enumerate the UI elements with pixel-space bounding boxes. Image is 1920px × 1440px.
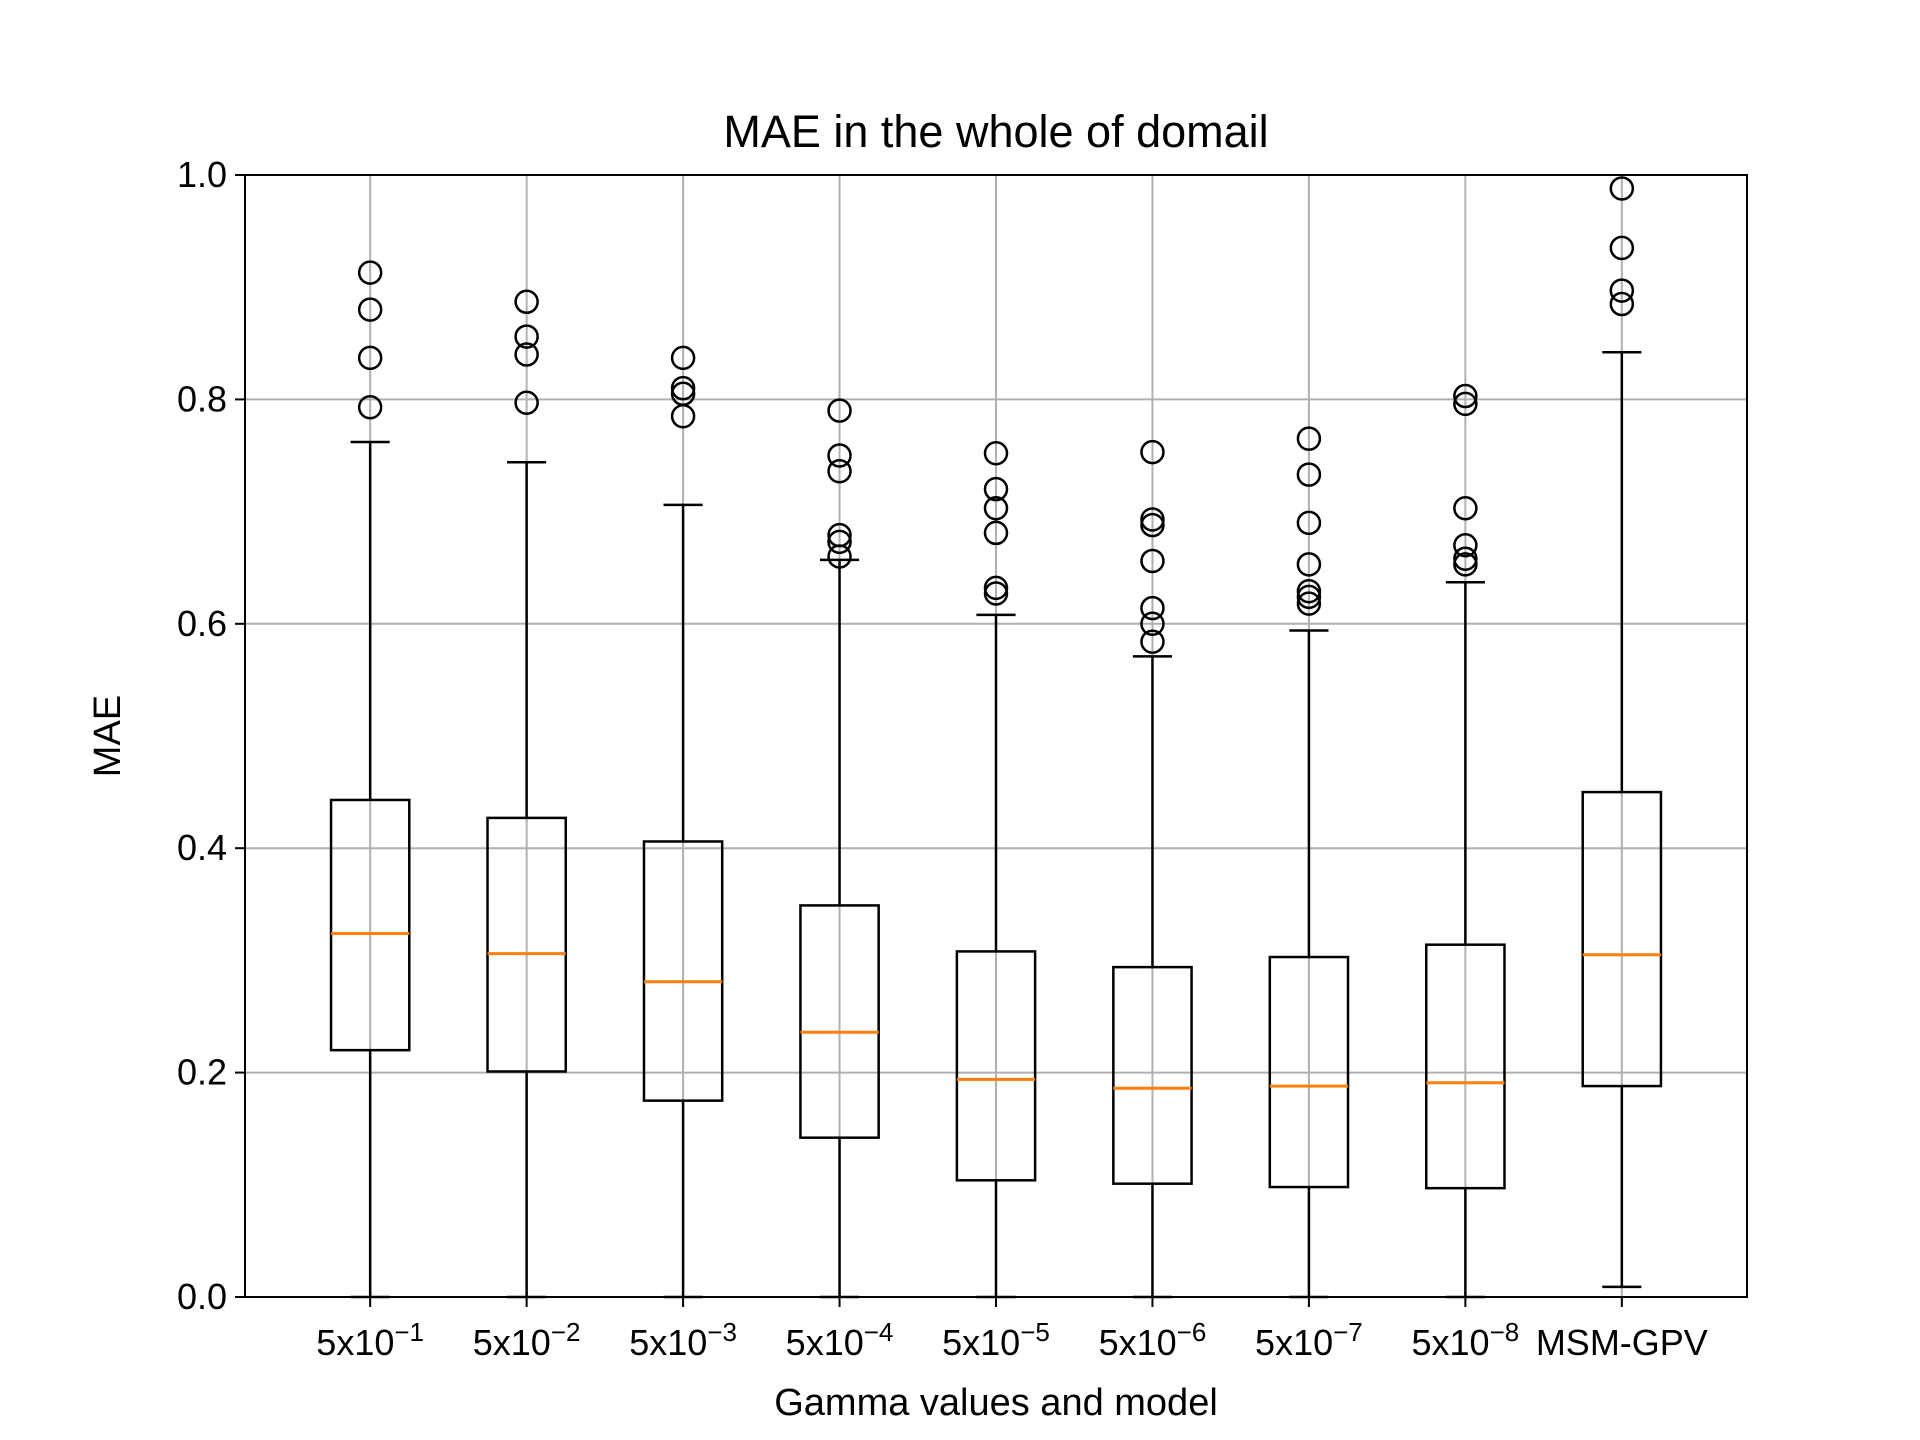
outlier-point bbox=[827, 529, 852, 555]
outlier-point bbox=[1296, 462, 1322, 487]
outlier-point bbox=[1140, 611, 1165, 637]
outlier-point bbox=[1296, 591, 1322, 616]
outlier-point bbox=[983, 476, 1009, 502]
box-iqr bbox=[955, 950, 1037, 1182]
outlier-point bbox=[983, 575, 1009, 601]
outlier-point bbox=[1609, 176, 1635, 201]
outlier-point bbox=[357, 395, 383, 420]
x-tick-label: 5x10−1 bbox=[316, 1317, 424, 1363]
x-tick-label: 5x10−6 bbox=[1099, 1317, 1207, 1363]
outlier-point bbox=[1453, 391, 1478, 417]
outlier-point bbox=[827, 443, 852, 468]
box-iqr bbox=[1112, 965, 1193, 1185]
outlier-point bbox=[1140, 439, 1165, 465]
outlier-point bbox=[1296, 584, 1322, 610]
outlier-point bbox=[670, 375, 696, 401]
outlier-point bbox=[827, 398, 852, 423]
box-iqr bbox=[329, 798, 411, 1052]
outlier-point bbox=[983, 520, 1009, 546]
outlier-point bbox=[1609, 278, 1635, 303]
box-iqr bbox=[799, 904, 880, 1139]
outlier-point bbox=[1296, 426, 1322, 451]
y-tick-label: 1.0 bbox=[177, 154, 227, 195]
outlier-point bbox=[357, 260, 383, 285]
x-tick-label: 5x10−5 bbox=[942, 1317, 1050, 1363]
box-iqr bbox=[642, 840, 724, 1102]
box-iqr bbox=[1425, 943, 1506, 1190]
y-tick-label: 0.0 bbox=[177, 1276, 227, 1317]
y-tick-label: 0.4 bbox=[177, 827, 227, 868]
x-axis-title: Gamma values and model bbox=[774, 1382, 1218, 1424]
outlier-point bbox=[983, 441, 1009, 466]
outlier-point bbox=[983, 495, 1009, 521]
y-tick-label: 0.8 bbox=[177, 378, 227, 419]
outlier-point bbox=[1296, 510, 1322, 536]
outlier-point bbox=[514, 342, 539, 367]
ticks-layer: 0.0 0.2 0.4 0.6 0.8 1.0 5x10−1 5x10−2 5x10−3 5x10… bbox=[177, 154, 1708, 1363]
outlier-point bbox=[514, 324, 539, 349]
outlier-point bbox=[1453, 533, 1478, 558]
outlier-point bbox=[1140, 595, 1165, 621]
outlier-point bbox=[1453, 383, 1478, 409]
y-tick-label: 0.2 bbox=[177, 1052, 227, 1093]
outlier-point bbox=[1296, 552, 1322, 577]
x-tick-label: MSM-GPV bbox=[1536, 1322, 1708, 1363]
outlier-point bbox=[1140, 548, 1165, 574]
x-tick-label: 5x10−2 bbox=[473, 1317, 581, 1363]
outlier-point bbox=[1609, 235, 1635, 261]
y-axis-title: MAE bbox=[87, 695, 129, 777]
x-tick-label: 5x10−8 bbox=[1412, 1317, 1520, 1363]
y-tick-label: 0.6 bbox=[177, 603, 227, 644]
outlier-point bbox=[1140, 629, 1165, 655]
outlier-point bbox=[357, 345, 383, 371]
outlier-point bbox=[827, 522, 852, 548]
x-tick-label: 5x10−7 bbox=[1255, 1317, 1363, 1363]
outlier-point bbox=[1453, 546, 1478, 571]
outlier-point bbox=[1453, 552, 1478, 577]
outlier-point bbox=[670, 345, 696, 371]
outlier-point bbox=[514, 289, 539, 315]
boxes-layer bbox=[329, 176, 1663, 1299]
outlier-point bbox=[1453, 495, 1478, 521]
outlier-point bbox=[1140, 512, 1165, 538]
outlier-point bbox=[827, 458, 852, 484]
outlier-point bbox=[1609, 291, 1635, 317]
x-tick-label: 5x10−3 bbox=[629, 1317, 737, 1363]
outlier-point bbox=[983, 581, 1009, 606]
outlier-point bbox=[670, 381, 696, 407]
box-iqr bbox=[486, 816, 567, 1073]
outlier-point bbox=[1140, 507, 1165, 532]
box-iqr bbox=[1268, 955, 1350, 1189]
outlier-point bbox=[514, 390, 539, 416]
outlier-point bbox=[1296, 579, 1322, 604]
chart-title: MAE in the whole of domail bbox=[723, 106, 1268, 157]
box-iqr bbox=[1581, 790, 1663, 1088]
x-tick-label: 5x10−4 bbox=[786, 1317, 894, 1363]
outlier-point bbox=[357, 297, 383, 322]
